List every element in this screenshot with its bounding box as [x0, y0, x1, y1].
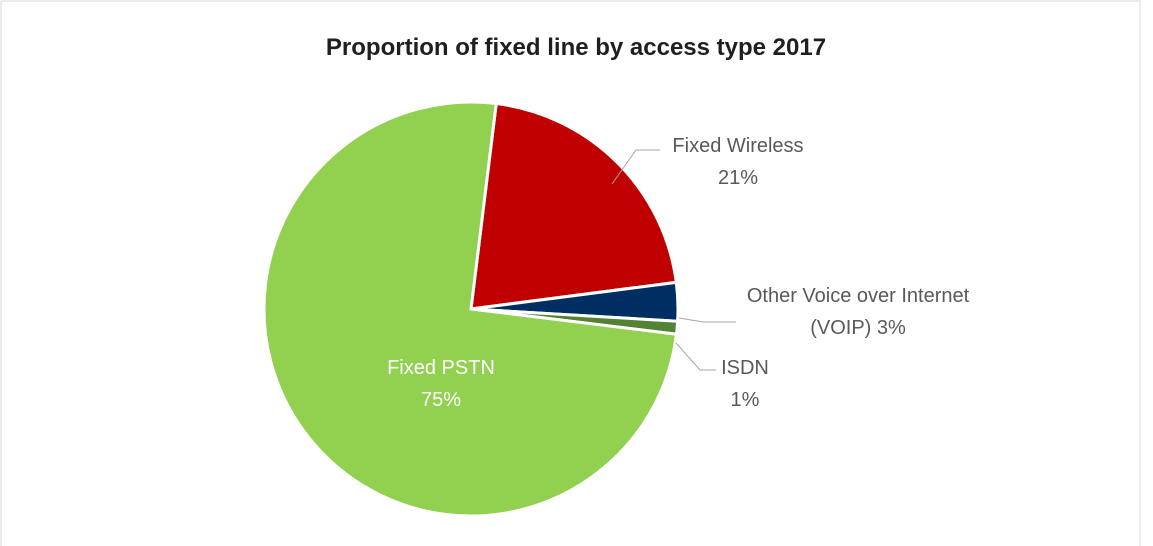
data-label-value: 75%	[421, 389, 461, 411]
data-label: Fixed Wireless 21%	[672, 135, 803, 189]
data-label-value: 1%	[731, 389, 760, 411]
data-label-name: Fixed Wireless	[672, 135, 803, 157]
data-label: Fixed PSTN 75%	[387, 357, 495, 411]
chart-title: Proportion of fixed line by access type …	[326, 34, 826, 61]
data-label-value: 21%	[718, 167, 758, 189]
data-label-name: Fixed PSTN	[387, 357, 495, 379]
data-labels: Fixed Wireless 21% Other Voice over Intern…	[387, 135, 970, 411]
pie-slice-fixed-wireless	[469, 101, 678, 311]
data-label: Other Voice over Internet (VOIP) 3%	[747, 285, 970, 339]
data-label-name: ISDN	[721, 357, 769, 379]
data-label-name: Other Voice over Internet	[747, 285, 970, 307]
leader-line	[678, 317, 736, 323]
leader-line	[611, 149, 660, 185]
pie-slice-fixed-pstn	[262, 100, 679, 518]
pie-slices	[262, 100, 680, 518]
leader-line	[675, 342, 716, 371]
data-label-value: (VOIP) 3%	[810, 317, 906, 339]
data-label: ISDN 1%	[721, 357, 769, 411]
leader-lines	[611, 149, 736, 371]
